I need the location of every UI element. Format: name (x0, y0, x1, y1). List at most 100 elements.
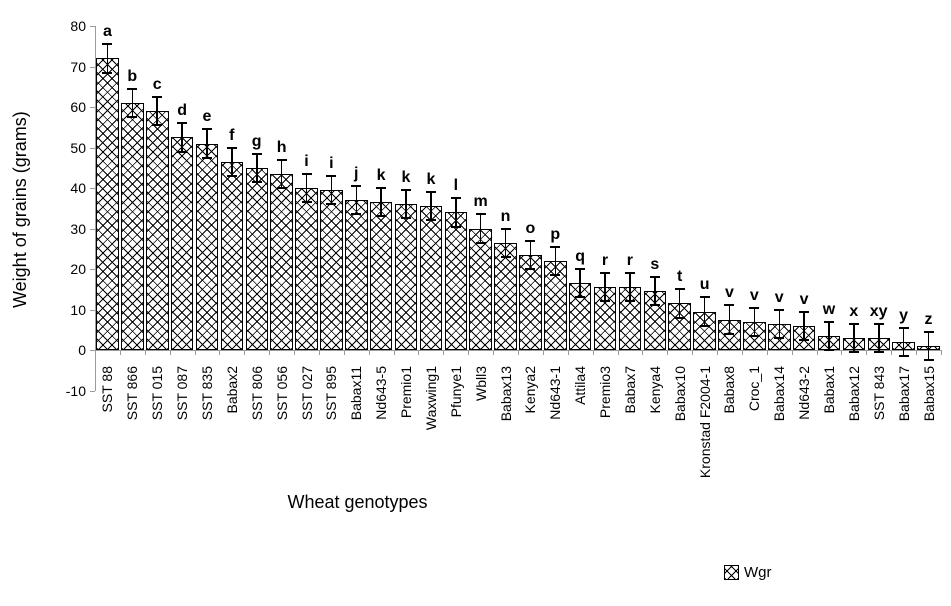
error-bar-line (231, 147, 233, 176)
error-bar-cap (550, 274, 561, 277)
x-tick (468, 350, 470, 355)
error-bar-cap (152, 124, 163, 127)
x-tick-label: Nd643-5 (373, 366, 390, 420)
error-bar-cap (127, 87, 138, 90)
y-tick-label: 70 (70, 58, 86, 75)
error-bar-cap (575, 268, 586, 270)
significance-letter: u (699, 276, 710, 294)
significance-letter: xy (869, 302, 888, 320)
significance-letter: g (251, 132, 262, 150)
error-bar-cap (226, 174, 237, 177)
error-bar-line (878, 323, 880, 352)
error-bar-cap (202, 156, 212, 159)
x-tick-label: SST 835 (199, 366, 215, 421)
error-bar-line (554, 246, 556, 275)
x-tick-label: SST 087 (174, 366, 191, 421)
x-tick (393, 350, 395, 355)
error-bar-line (504, 228, 507, 257)
error-bar-cap (649, 276, 660, 279)
x-tick (493, 350, 495, 355)
y-tick-label: 80 (70, 18, 86, 34)
error-bar-cap (152, 95, 163, 98)
significance-letter: r (626, 252, 633, 270)
x-tick (343, 350, 345, 355)
bar (394, 204, 418, 350)
significance-letter: j (353, 165, 359, 182)
significance-letter: i (304, 152, 309, 170)
error-bar-cap (724, 332, 735, 335)
x-tick (119, 350, 121, 355)
bar (220, 161, 244, 350)
error-bar-cap (873, 351, 884, 353)
error-bar-line (355, 186, 357, 215)
significance-letter: q (575, 248, 586, 265)
error-bar-line (703, 297, 706, 326)
significance-letter: c (152, 75, 162, 93)
error-bar-cap (848, 322, 859, 325)
x-tick-label: SST 895 (323, 366, 340, 421)
x-tick-label: Kenya2 (522, 366, 539, 414)
error-bar-line (728, 305, 731, 334)
error-bar-cap (624, 300, 635, 303)
x-tick (940, 350, 942, 355)
x-tick-label: SST 015 (149, 366, 166, 421)
x-tick (294, 350, 295, 355)
error-bar-cap (699, 324, 710, 327)
bar (345, 200, 368, 350)
error-bar-cap (226, 146, 237, 149)
bar (146, 111, 169, 350)
error-bar-cap (376, 187, 387, 189)
x-tick-label: Babax17 (895, 366, 912, 422)
x-tick (443, 350, 445, 355)
error-bar-cap (450, 197, 461, 200)
bar (643, 291, 667, 350)
x-tick-label: Kenya4 (646, 366, 663, 414)
x-tick-label: Babax7 (621, 366, 638, 414)
error-bar-line (330, 175, 333, 205)
error-bar-line (106, 44, 109, 73)
legend: Wgr (724, 564, 772, 581)
error-bar-line (753, 307, 756, 336)
significance-letter: m (473, 193, 488, 211)
error-bar-cap (674, 288, 685, 291)
error-bar-cap (351, 213, 362, 216)
error-bar-cap (674, 316, 685, 319)
error-bar-cap (326, 174, 337, 177)
x-tick-label: Babax8 (721, 366, 738, 414)
x-tick-label: SST 843 (870, 366, 887, 421)
x-tick-label: Attila4 (572, 366, 589, 405)
y-tick-label: -10 (65, 382, 86, 399)
significance-letter: d (177, 102, 187, 120)
y-tick (90, 390, 95, 392)
significance-letter: s (650, 256, 660, 274)
x-tick-label: Babax15 (920, 366, 937, 422)
bar (693, 311, 716, 350)
significance-letter: h (276, 138, 287, 156)
error-bar-cap (251, 152, 262, 155)
error-bar-line (405, 190, 407, 219)
error-bar-line (455, 198, 457, 227)
x-tick-label: Croc_1 (746, 366, 763, 412)
error-bar-cap (251, 180, 262, 183)
x-tick (169, 350, 171, 355)
significance-letter: v (799, 290, 809, 308)
bar (121, 103, 144, 350)
error-bar-cap (749, 334, 760, 337)
error-bar-cap (575, 296, 586, 299)
significance-letter: z (924, 310, 933, 328)
y-tick (90, 188, 95, 189)
error-bar-line (305, 173, 308, 203)
error-bar-line (902, 327, 905, 356)
x-tick-label: Babax13 (497, 366, 514, 422)
y-tick (90, 350, 95, 351)
x-tick-label: Babax14 (771, 366, 788, 422)
error-bar-line (678, 289, 681, 318)
error-bar-cap (475, 213, 486, 216)
x-tick (667, 350, 669, 355)
y-tick (90, 26, 95, 27)
error-bar-cap (600, 300, 610, 303)
error-bar-line (828, 321, 830, 350)
error-bar-line (156, 96, 158, 126)
bar (270, 173, 293, 350)
x-tick-label: Pfunye1 (447, 366, 464, 418)
